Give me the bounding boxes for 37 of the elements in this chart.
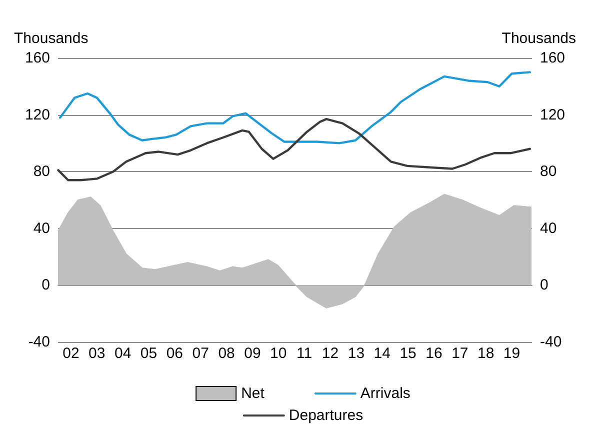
x-tick-label: 11	[296, 345, 312, 362]
x-tick-label: 08	[218, 345, 235, 362]
x-tick-label: 02	[62, 345, 80, 362]
y-tick-label: -40	[28, 334, 50, 350]
x-tick-label: 18	[478, 345, 494, 362]
y-tick-label: 120	[24, 106, 50, 124]
y2-tick-label: 40	[540, 220, 557, 237]
line-series	[57, 118, 532, 182]
x-tick-label: 04	[114, 345, 132, 362]
x-tick-label: 13	[348, 345, 365, 362]
y2-tick-label: -40	[540, 334, 562, 350]
x-tick-label: 06	[166, 345, 184, 362]
legend-label: Departures	[288, 407, 364, 424]
y2-axis-title: Thousands	[502, 30, 576, 47]
x-tick-label: 16	[426, 345, 442, 362]
x-tick-label: 17	[452, 345, 468, 362]
x-tick-label: 14	[374, 345, 390, 362]
y2-tick-label: 160	[540, 50, 566, 66]
x-tick-label: 15	[400, 345, 416, 362]
line-series	[58, 71, 532, 144]
x-tick-label: 10	[270, 345, 287, 362]
x-tick-label: 05	[140, 345, 158, 362]
x-tick-label: 19	[503, 345, 520, 362]
y-tick-label: 0	[42, 276, 50, 294]
legend-label: Arrivals	[360, 385, 410, 402]
legend-label: Net	[241, 385, 266, 402]
y-tick-label: 40	[33, 220, 50, 237]
x-tick-label: 09	[244, 345, 261, 362]
y2-tick-label: 80	[540, 163, 557, 180]
y2-tick-label: 120	[540, 106, 566, 124]
x-tick-label: 03	[88, 345, 106, 362]
y-tick-label: 160	[24, 50, 50, 66]
y-axis-title: Thousands	[14, 30, 88, 47]
y-tick-label: 80	[33, 163, 50, 180]
x-tick-label: 07	[192, 345, 209, 362]
y2-tick-label: 0	[540, 276, 548, 294]
x-tick-label: 12	[322, 345, 339, 362]
